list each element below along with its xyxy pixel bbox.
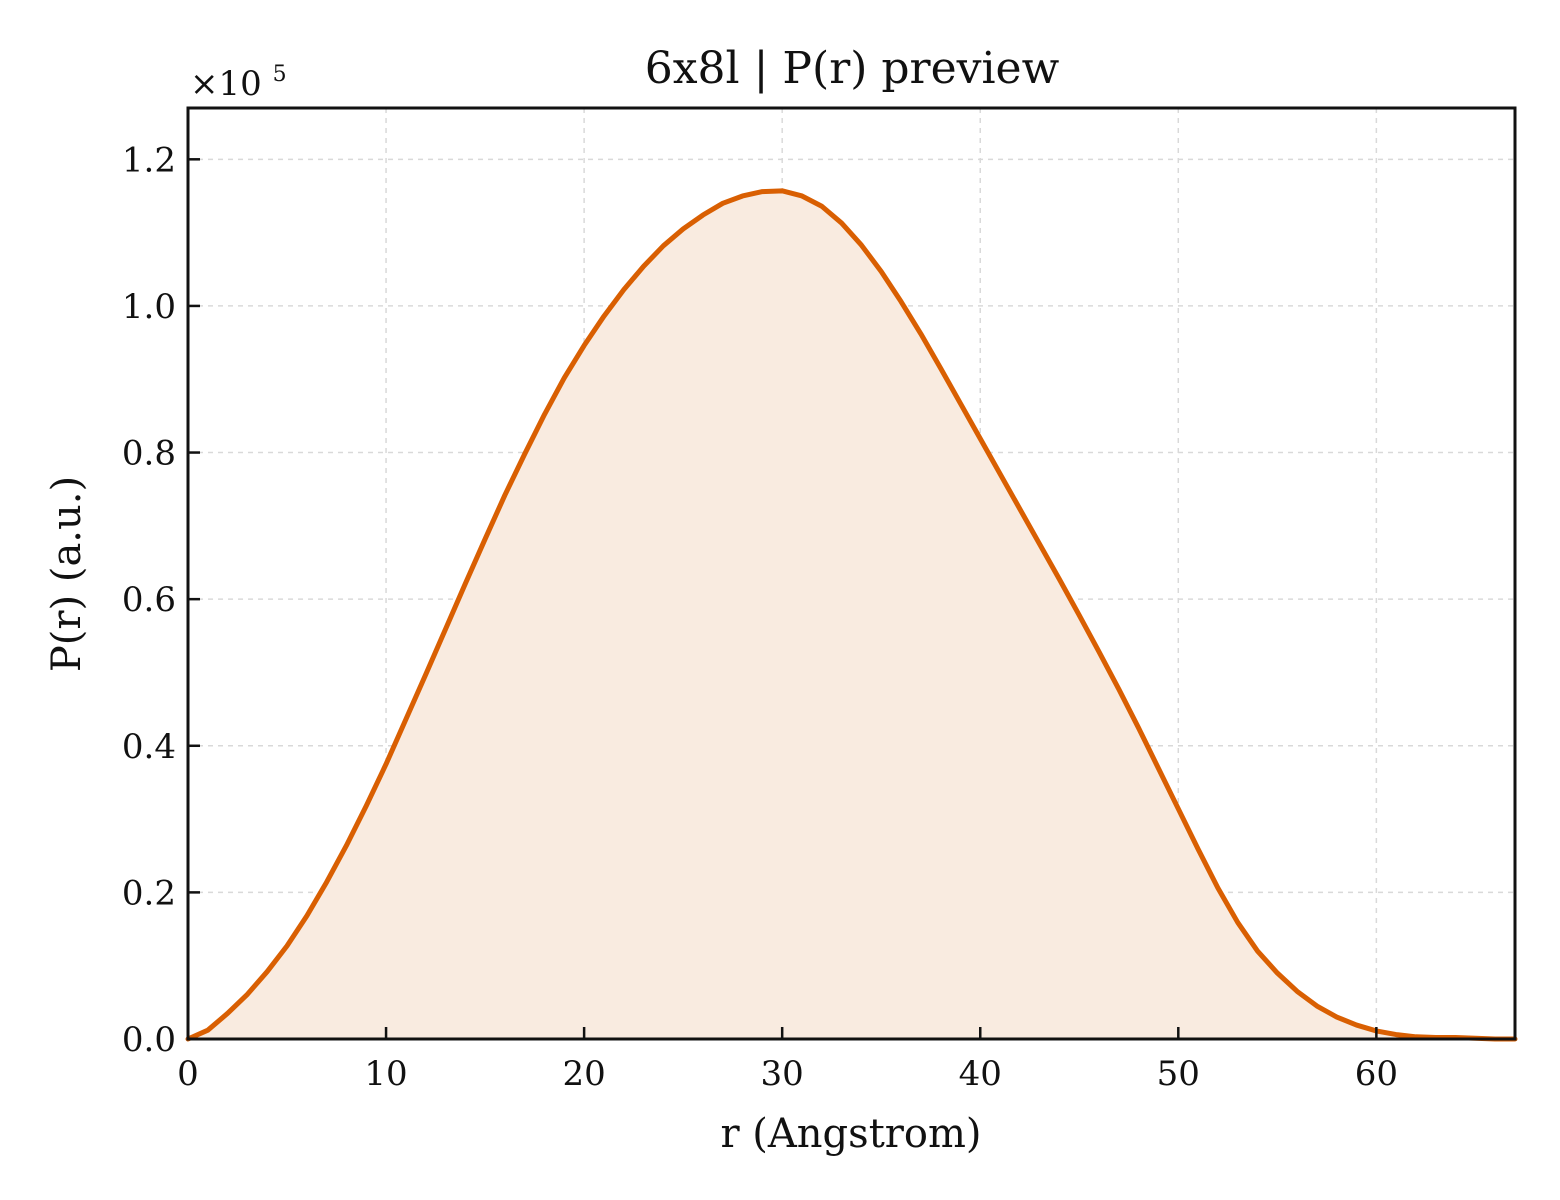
pr-line bbox=[185, 188, 1518, 1042]
x-tick-label-5: 50 bbox=[1157, 1054, 1200, 1094]
x-tick-label-1: 10 bbox=[364, 1054, 407, 1094]
y-tick-label-4: 0.8 bbox=[122, 434, 176, 474]
y-tick-label-5: 1.0 bbox=[122, 287, 176, 327]
y-multiplier: ×10 5 bbox=[190, 62, 287, 104]
plot-frame bbox=[186, 106, 1517, 1041]
x-tick-label-0: 0 bbox=[177, 1054, 199, 1094]
area-layer bbox=[188, 190, 1515, 1040]
y-axis-label: P(r) (a.u.) bbox=[44, 476, 90, 672]
y-tick-label-6: 1.2 bbox=[122, 140, 176, 180]
y-tick-label-0: 0.0 bbox=[122, 1020, 176, 1060]
x-tick-label-2: 20 bbox=[562, 1054, 605, 1094]
x-axis-ticks: 0 10 20 30 40 50 60 bbox=[177, 1027, 1398, 1094]
x-axis-label: r (Angstrom) bbox=[720, 1111, 981, 1157]
chart-title: 6x8l | P(r) preview bbox=[645, 43, 1060, 94]
y-multiplier-text: ×10 5 bbox=[190, 62, 287, 104]
x-tick-label-3: 30 bbox=[761, 1054, 804, 1094]
y-multiplier-exponent: 5 bbox=[273, 62, 287, 87]
pr-area-fill bbox=[188, 190, 1515, 1040]
y-tick-label-2: 0.4 bbox=[122, 727, 176, 767]
y-axis-ticks: 0.0 0.2 0.4 0.6 0.8 1.0 1.2 bbox=[122, 140, 200, 1060]
y-multiplier-base: ×10 bbox=[190, 64, 262, 104]
y-tick-label-1: 0.2 bbox=[122, 873, 176, 913]
y-tick-label-3: 0.6 bbox=[122, 580, 176, 620]
x-tick-label-6: 60 bbox=[1355, 1054, 1398, 1094]
x-tick-label-4: 40 bbox=[959, 1054, 1002, 1094]
line-layer bbox=[185, 188, 1518, 1042]
